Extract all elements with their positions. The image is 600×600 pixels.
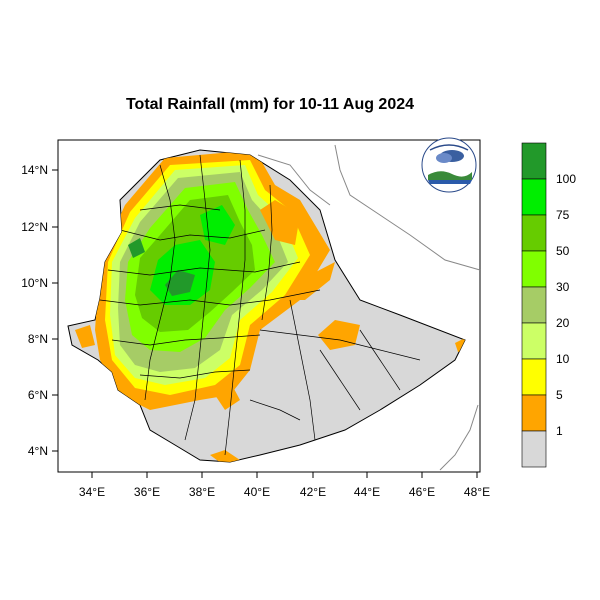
legend-swatch <box>521 394 547 432</box>
legend-swatch <box>521 178 547 216</box>
legend-colorbar: 100 75 50 30 20 10 5 1 <box>521 142 576 468</box>
zone-borders <box>99 154 421 456</box>
legend-swatch <box>521 430 547 468</box>
ethiopian-meteorology-institute-logo <box>421 137 477 193</box>
map-title: Total Rainfall (mm) for 10-11 Aug 2024 <box>125 96 415 113</box>
legend-label: 10 <box>556 352 570 366</box>
y-tick-label: 14°N <box>21 163 48 177</box>
x-tick-label: 38°E <box>189 485 215 499</box>
legend-label: 75 <box>556 208 570 222</box>
x-tick-label: 44°E <box>354 485 380 499</box>
legend-swatch <box>521 250 547 288</box>
y-tick-label: 12°N <box>21 220 48 234</box>
x-tick-label: 42°E <box>300 485 326 499</box>
legend-label: 20 <box>556 316 570 330</box>
y-axis: 14°N 12°N 10°N 8°N 6°N 4°N <box>21 163 58 458</box>
legend-swatch <box>521 358 547 396</box>
legend-swatch <box>521 214 547 252</box>
x-tick-label: 46°E <box>409 485 435 499</box>
legend-swatch <box>521 142 547 180</box>
x-tick-label: 48°E <box>464 485 490 499</box>
y-tick-label: 6°N <box>28 388 48 402</box>
legend-label: 50 <box>556 244 570 258</box>
x-tick-label: 36°E <box>134 485 160 499</box>
x-tick-label: 40°E <box>244 485 270 499</box>
x-axis: 34°E 36°E 38°E 40°E 42°E 44°E 46°E 48°E <box>79 472 490 499</box>
y-tick-label: 8°N <box>28 332 48 346</box>
legend-swatch <box>521 322 547 360</box>
legend-swatch <box>521 286 547 324</box>
y-tick-label: 10°N <box>21 276 48 290</box>
x-tick-label: 34°E <box>79 485 105 499</box>
y-tick-label: 4°N <box>28 444 48 458</box>
legend-label: 5 <box>556 388 563 402</box>
legend-label: 1 <box>556 424 563 438</box>
legend-label: 30 <box>556 280 570 294</box>
legend-label: 100 <box>556 172 576 186</box>
